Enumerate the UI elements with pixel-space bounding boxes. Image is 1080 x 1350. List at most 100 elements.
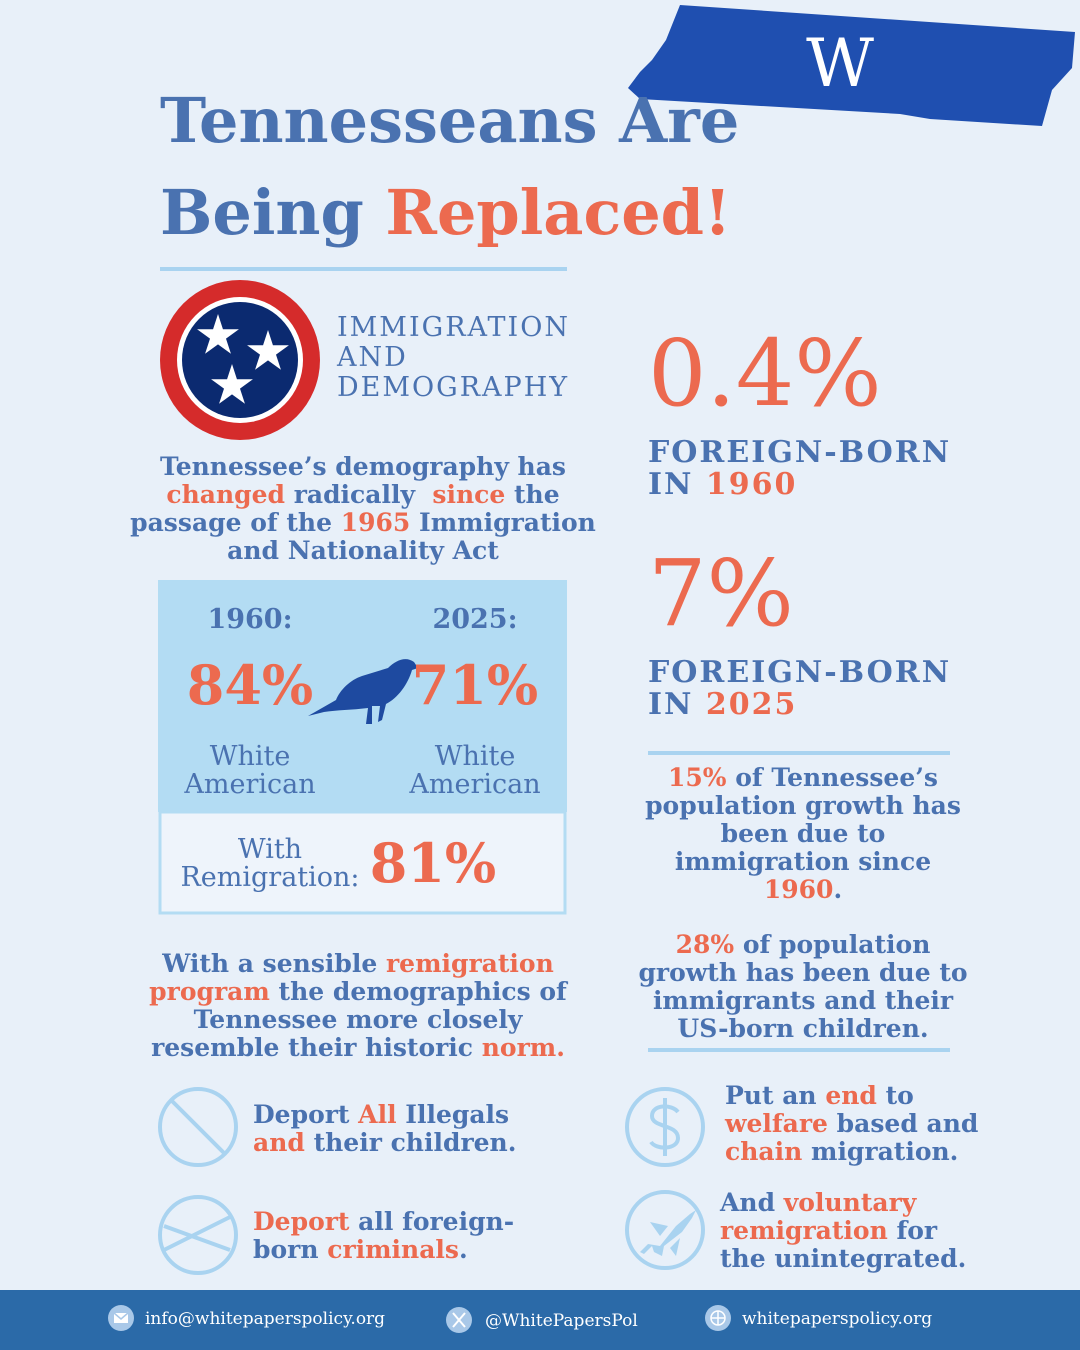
- text-segment: and Nationality Act: [227, 536, 499, 565]
- logo: W: [806, 25, 874, 102]
- text-segment: .: [459, 1235, 468, 1264]
- text-segment: and: [253, 1128, 305, 1157]
- text-segment: immigration since: [675, 847, 931, 876]
- text-line: 1960.: [764, 875, 842, 904]
- share: 71%: [412, 653, 538, 717]
- text-segment: welfare: [724, 1109, 828, 1138]
- dollar-icon: [625, 1087, 705, 1167]
- text-line: FOREIGN-BORN: [648, 435, 951, 470]
- text-segment: growth has been due to: [638, 958, 967, 987]
- text-segment: all foreign-: [349, 1207, 514, 1236]
- text-segment: All: [357, 1100, 396, 1129]
- ban-icon: [158, 1087, 238, 1167]
- title: Tennesseans Are Being Replaced!: [160, 84, 739, 249]
- text-segment: migration.: [802, 1137, 958, 1166]
- plane-icon: [625, 1190, 705, 1270]
- text-segment: 2025: [706, 687, 798, 722]
- emblem-label-line: IMMIGRATION: [337, 312, 570, 343]
- text-line: IN 1960: [648, 467, 797, 502]
- text-line: IN 2025: [648, 687, 797, 722]
- stat-value: 7%: [648, 540, 794, 647]
- text-segment: passage of the: [130, 508, 341, 537]
- text-segment: their children.: [305, 1128, 517, 1157]
- text-segment: radically: [285, 480, 432, 509]
- text-segment: changed: [166, 480, 285, 509]
- text-line: remigration for: [720, 1216, 938, 1245]
- text-segment: the: [505, 480, 559, 509]
- text-segment: Tennesseans Are: [160, 84, 739, 157]
- text-segment: criminals: [327, 1235, 459, 1264]
- text-segment: 15%: [668, 763, 727, 792]
- text-segment: 1960: [706, 467, 798, 502]
- text-segment: of Tennessee’s: [727, 763, 938, 792]
- text-segment: Tennessee more closely: [194, 1005, 524, 1034]
- footer-email: info@whitepaperspolicy.org: [145, 1309, 385, 1329]
- text-line: Tennesseans Are: [160, 84, 739, 157]
- text-line: 15% of Tennessee’s: [668, 763, 938, 792]
- text-segment: remigration: [720, 1216, 888, 1245]
- text-line: the unintegrated.: [720, 1244, 966, 1273]
- footer-website: whitepaperspolicy.org: [742, 1309, 932, 1329]
- text-segment: the unintegrated.: [720, 1244, 966, 1273]
- text-segment: Replaced!: [385, 176, 731, 249]
- text-line: Tennessee’s demography has: [160, 452, 566, 481]
- text-line: and their children.: [253, 1128, 516, 1157]
- text-segment: Illegals: [397, 1100, 510, 1129]
- text-line: born criminals.: [253, 1235, 468, 1264]
- text-segment: FOREIGN-BORN: [648, 435, 951, 470]
- text-segment: to: [877, 1081, 914, 1110]
- footer-bar: [0, 1290, 1080, 1350]
- remigration-box: [158, 810, 567, 915]
- remigration-label: With: [238, 834, 302, 865]
- text-segment: .: [833, 875, 842, 904]
- text-segment: been due to: [721, 819, 886, 848]
- text-line: population growth has: [645, 791, 961, 820]
- year: 2025:: [432, 604, 517, 635]
- text-segment: US-born children.: [677, 1014, 928, 1043]
- text-line: Put an end to: [725, 1081, 914, 1110]
- text-line: immigrants and their: [653, 986, 954, 1015]
- share-label: White: [435, 741, 516, 772]
- tape-icon: [158, 1195, 238, 1275]
- text-segment: program: [149, 977, 270, 1006]
- text-line: changed radically since the: [166, 480, 559, 509]
- text-segment: 1965: [341, 508, 411, 537]
- footer-handle: @WhitePapersPol: [485, 1311, 638, 1331]
- text-segment: for: [888, 1216, 938, 1245]
- text-line: And voluntary: [719, 1188, 918, 1217]
- text-segment: With a sensible: [161, 949, 386, 978]
- remigration-share: 81%: [370, 831, 496, 895]
- text-line: 28% of population: [676, 930, 931, 959]
- share-label: American: [183, 769, 315, 800]
- text-segment: Deport: [253, 1207, 350, 1236]
- text-line: Being Replaced!: [160, 176, 731, 249]
- text-segment: FOREIGN-BORN: [648, 655, 951, 690]
- stat-value: 0.4%: [648, 320, 882, 427]
- text-segment: the demographics of: [270, 977, 569, 1006]
- text-segment: of population: [734, 930, 930, 959]
- text-line: been due to: [721, 819, 886, 848]
- comparison: 1960:84%WhiteAmerican2025:71%WhiteAmeric…: [180, 604, 540, 895]
- text-segment: Tennessee’s demography has: [160, 452, 566, 481]
- globe-icon: [705, 1305, 731, 1331]
- text-segment: Being: [160, 176, 385, 249]
- state-shape: [628, 5, 1075, 126]
- text-line: US-born children.: [677, 1014, 928, 1043]
- conclusion: With a sensible remigration program the d…: [149, 949, 569, 1062]
- text-segment: remigration: [386, 949, 554, 978]
- email-icon: [108, 1305, 134, 1331]
- text-segment: IN: [648, 467, 706, 502]
- text-line: Tennessee more closely: [194, 1005, 524, 1034]
- text-line: chain migration.: [725, 1137, 958, 1166]
- text-line: and Nationality Act: [227, 536, 499, 565]
- text-line: welfare based and: [724, 1109, 978, 1138]
- share-label: White: [210, 741, 291, 772]
- text-line: FOREIGN-BORN: [648, 655, 951, 690]
- text-segment: And: [719, 1188, 784, 1217]
- year: 1960:: [207, 604, 292, 635]
- text-segment: end: [825, 1081, 877, 1110]
